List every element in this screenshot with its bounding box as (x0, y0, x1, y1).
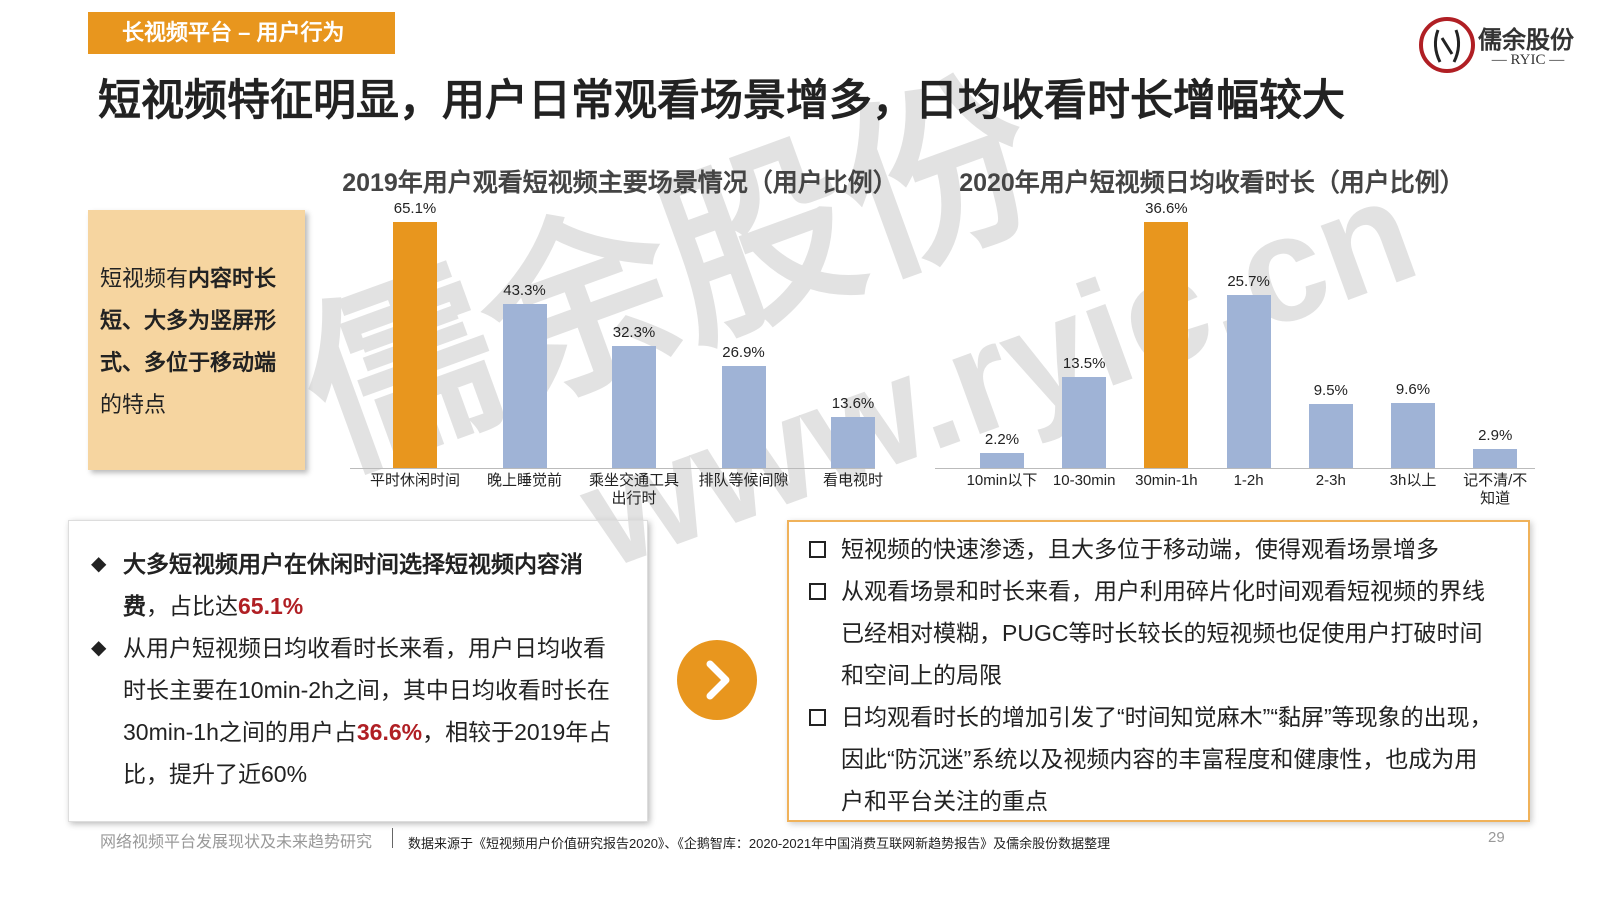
bar (980, 453, 1024, 468)
bar (1473, 448, 1518, 468)
arrow-chevron (706, 660, 730, 700)
footer-separator (392, 828, 393, 848)
x-tick-label: 10min以下 (966, 472, 1038, 489)
x-tick-label: 30min-1h (1135, 472, 1198, 489)
logo-icon (1419, 17, 1475, 73)
bar (1391, 403, 1435, 468)
value-label: 25.7% (1227, 273, 1270, 291)
value-label: 9.6% (1395, 381, 1431, 399)
value-label: 43.3% (503, 282, 546, 300)
chart-title: 2019年用户观看短视频主要场景情况（用户比例） (342, 169, 898, 197)
logo-sub: — RYIC — (1491, 52, 1565, 68)
x-tick-label: 1-2h (1233, 472, 1264, 489)
x-tick-label: 10-30min (1052, 472, 1116, 489)
insight-item: 从观看场景和时长来看，用户利用碎片化时间观看短视频的界线已经相对模糊，PUGC等… (805, 570, 1498, 696)
value-label: 36.6% (1145, 200, 1188, 217)
x-tick-label: 看电视时 (822, 472, 883, 489)
value-label: 32.3% (612, 323, 656, 341)
feature-text: 短视频有内容时长短、大多为竖屏形式、多位于移动端的特点 (100, 258, 290, 426)
value-label: 9.5% (1313, 382, 1348, 400)
bar (1308, 404, 1353, 468)
arrow-icon (677, 640, 757, 720)
section-tag: 长视频平台 – 用户行为 (88, 12, 395, 54)
x-axis (935, 468, 1535, 469)
footer-source: 数据来源于《短视频用户价值研究报告2020》、《企鹅智库：2020-2021年中… (408, 836, 1111, 851)
text: 从用户短视频日均收看时长来看，用户日均收看时长主要在10min-2h之间，其中日… (123, 635, 610, 745)
summary-item: 从用户短视频日均收看时长来看，用户日均收看时长主要在10min-2h之间，其中日… (91, 627, 627, 795)
text: 的特点 (100, 392, 167, 417)
bar (1062, 377, 1107, 468)
logo-sub-text: RYIC (1510, 52, 1546, 68)
x-axis (350, 468, 875, 469)
slide-title: 短视频特征明显，用户日常观看场景增多，日均收看时长增幅较大 (98, 77, 1345, 125)
x-tick-label: 晚上睡觉前 (486, 472, 562, 489)
bar (502, 304, 547, 468)
bar (612, 345, 656, 468)
x-tick-label: 2-3h (1315, 472, 1346, 489)
text: ，相较于2019年占比，提升了近60% (123, 719, 612, 787)
value-label: 26.9% (722, 344, 765, 362)
value-label: 13.6% (831, 394, 875, 412)
text: 短视频有 (100, 266, 189, 291)
bar (721, 366, 766, 468)
x-tick-label: 平时休闲时间 (370, 472, 461, 489)
x-tick-label: 记不清/不知道 (1463, 472, 1528, 507)
footer-report: 网络视频平台发展现状及未来趋势研究 (100, 834, 373, 851)
value-label: 65.1% (393, 200, 437, 217)
x-tick-label: 排队等候间隙 (698, 472, 789, 489)
x-tick-label: 乘坐交通工具出行时 (589, 472, 680, 507)
summary-item: 大多短视频用户在休闲时间选择短视频内容消费，占比达65.1% (91, 543, 627, 627)
insight-item: 短视频的快速渗透，且大多位于移动端，使得观看场景增多 (805, 528, 1498, 570)
bar (393, 222, 437, 468)
value-label: 2.2% (984, 431, 1020, 449)
bar (1226, 295, 1271, 468)
bar (1144, 222, 1189, 468)
feature-box: 短视频有内容时长短、大多为竖屏形式、多位于移动端的特点 (88, 210, 305, 470)
value-label: 13.5% (1062, 355, 1106, 373)
page-number: 29 (1488, 829, 1505, 846)
chart-title: 2020年用户短视频日均收看时长（用户比例） (959, 169, 1465, 197)
insight-item: 日均观看时长的增加引发了“时间知觉麻木”“黏屏”等现象的出现，因此“防沉迷”系统… (805, 696, 1498, 822)
value-label: 2.9% (1478, 426, 1513, 444)
highlight-text: 65.1% (238, 593, 304, 619)
summary-box: 大多短视频用户在休闲时间选择短视频内容消费，占比达65.1%从用户短视频日均收看… (68, 520, 648, 822)
bold-text: 大多短视频用户在休闲时间选择短视频内容消费 (123, 551, 583, 619)
x-tick-label: 3h以上 (1389, 472, 1437, 489)
bar (831, 416, 875, 468)
text: ，占比达 (146, 593, 238, 619)
highlight-text: 36.6% (356, 719, 423, 745)
logo-name: 儒余股份 (1478, 27, 1574, 54)
insight-box: 短视频的快速渗透，且大多位于移动端，使得观看场景增多 从观看场景和时长来看，用户利… (787, 520, 1530, 822)
bold-text: 内容时长短、大多为竖屏形式、多位于移动端 (100, 266, 277, 375)
